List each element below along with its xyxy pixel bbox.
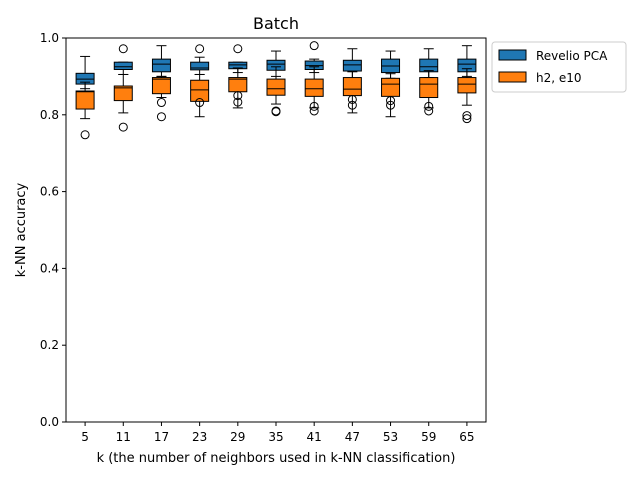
- outlier-point: [195, 44, 205, 54]
- iqr-box: [381, 77, 401, 97]
- outlier-point: [233, 91, 243, 101]
- y-tick-label: 1.0: [40, 31, 59, 45]
- x-tick-label: 59: [421, 430, 436, 444]
- y-tick-label: 0.8: [40, 108, 59, 122]
- outlier-point: [462, 114, 472, 124]
- box-41: [304, 66, 324, 116]
- box-23: [190, 73, 210, 118]
- box-17: [151, 45, 171, 77]
- x-tick-label: 17: [154, 430, 169, 444]
- iqr-box: [342, 77, 362, 97]
- legend-swatch: [498, 49, 527, 61]
- iqr-box: [151, 77, 171, 95]
- x-tick-label: 11: [116, 430, 131, 444]
- chart-title: Batch: [253, 14, 299, 33]
- box-35: [266, 66, 286, 117]
- x-axis-label: k (the number of neighbors used in k-NN …: [97, 451, 456, 466]
- outlier-point: [386, 100, 396, 110]
- legend-label: h2, e10: [536, 71, 582, 85]
- iqr-box: [190, 79, 210, 102]
- box-29: [228, 67, 248, 109]
- outlier-point: [347, 100, 357, 110]
- x-tick-label: 29: [230, 430, 245, 444]
- legend-label: Revelio PCA: [536, 49, 608, 63]
- x-tick-label: 5: [81, 430, 89, 444]
- legend: Revelio PCA h2, e10: [491, 41, 627, 93]
- y-tick-label: 0.6: [40, 185, 59, 199]
- box-53: [381, 73, 401, 118]
- x-tick-label: 23: [192, 430, 207, 444]
- y-axis-label: k-NN accuracy: [14, 182, 29, 277]
- x-tick-label: 41: [307, 430, 322, 444]
- outlier-point: [233, 97, 243, 107]
- outlier-point: [271, 107, 281, 117]
- box-5: [75, 81, 95, 140]
- iqr-box: [75, 90, 95, 110]
- y-tick-label: 0.4: [40, 261, 59, 275]
- outlier-point: [309, 41, 319, 51]
- legend-swatch: [498, 71, 527, 83]
- iqr-box: [304, 78, 324, 97]
- box-65: [457, 68, 477, 124]
- outlier-point: [347, 94, 357, 104]
- outlier-point: [424, 101, 434, 111]
- outlier-point: [233, 44, 243, 54]
- outlier-point: [80, 130, 90, 140]
- x-tick-label: 47: [345, 430, 360, 444]
- series-h2-e10: [75, 66, 477, 140]
- iqr-box: [457, 77, 477, 94]
- box-11: [113, 73, 133, 132]
- box-59: [419, 70, 439, 116]
- outlier-point: [156, 112, 166, 122]
- outlier-point: [309, 101, 319, 111]
- iqr-box: [151, 58, 171, 73]
- x-tick-label: 65: [459, 430, 474, 444]
- iqr-box: [113, 85, 133, 102]
- x-tick-label: 35: [268, 430, 283, 444]
- y-axis: 0.0 0.2 0.4 0.6 0.8 1.0: [40, 31, 66, 429]
- outlier-point: [118, 122, 128, 132]
- y-tick-label: 0.0: [40, 415, 59, 429]
- iqr-box: [419, 58, 439, 73]
- iqr-box: [113, 61, 133, 70]
- x-axis: 5 11 17 23 29 35 41 47 53 59 65: [81, 422, 475, 444]
- iqr-box: [419, 77, 439, 99]
- x-tick-label: 53: [383, 430, 398, 444]
- box-47: [342, 71, 362, 114]
- iqr-box: [190, 61, 210, 71]
- iqr-box: [342, 59, 362, 72]
- outlier-point: [118, 44, 128, 54]
- outlier-point: [462, 111, 472, 121]
- iqr-box: [228, 77, 248, 93]
- box-17: [151, 75, 171, 122]
- y-tick-label: 0.2: [40, 338, 59, 352]
- iqr-box: [266, 78, 286, 96]
- box-series: [75, 41, 477, 140]
- outlier-point: [195, 98, 205, 108]
- outlier-point: [156, 98, 166, 108]
- plot-frame: [65, 37, 487, 423]
- outlier-point: [386, 96, 396, 106]
- outlier-point: [424, 106, 434, 116]
- outlier-point: [309, 106, 319, 116]
